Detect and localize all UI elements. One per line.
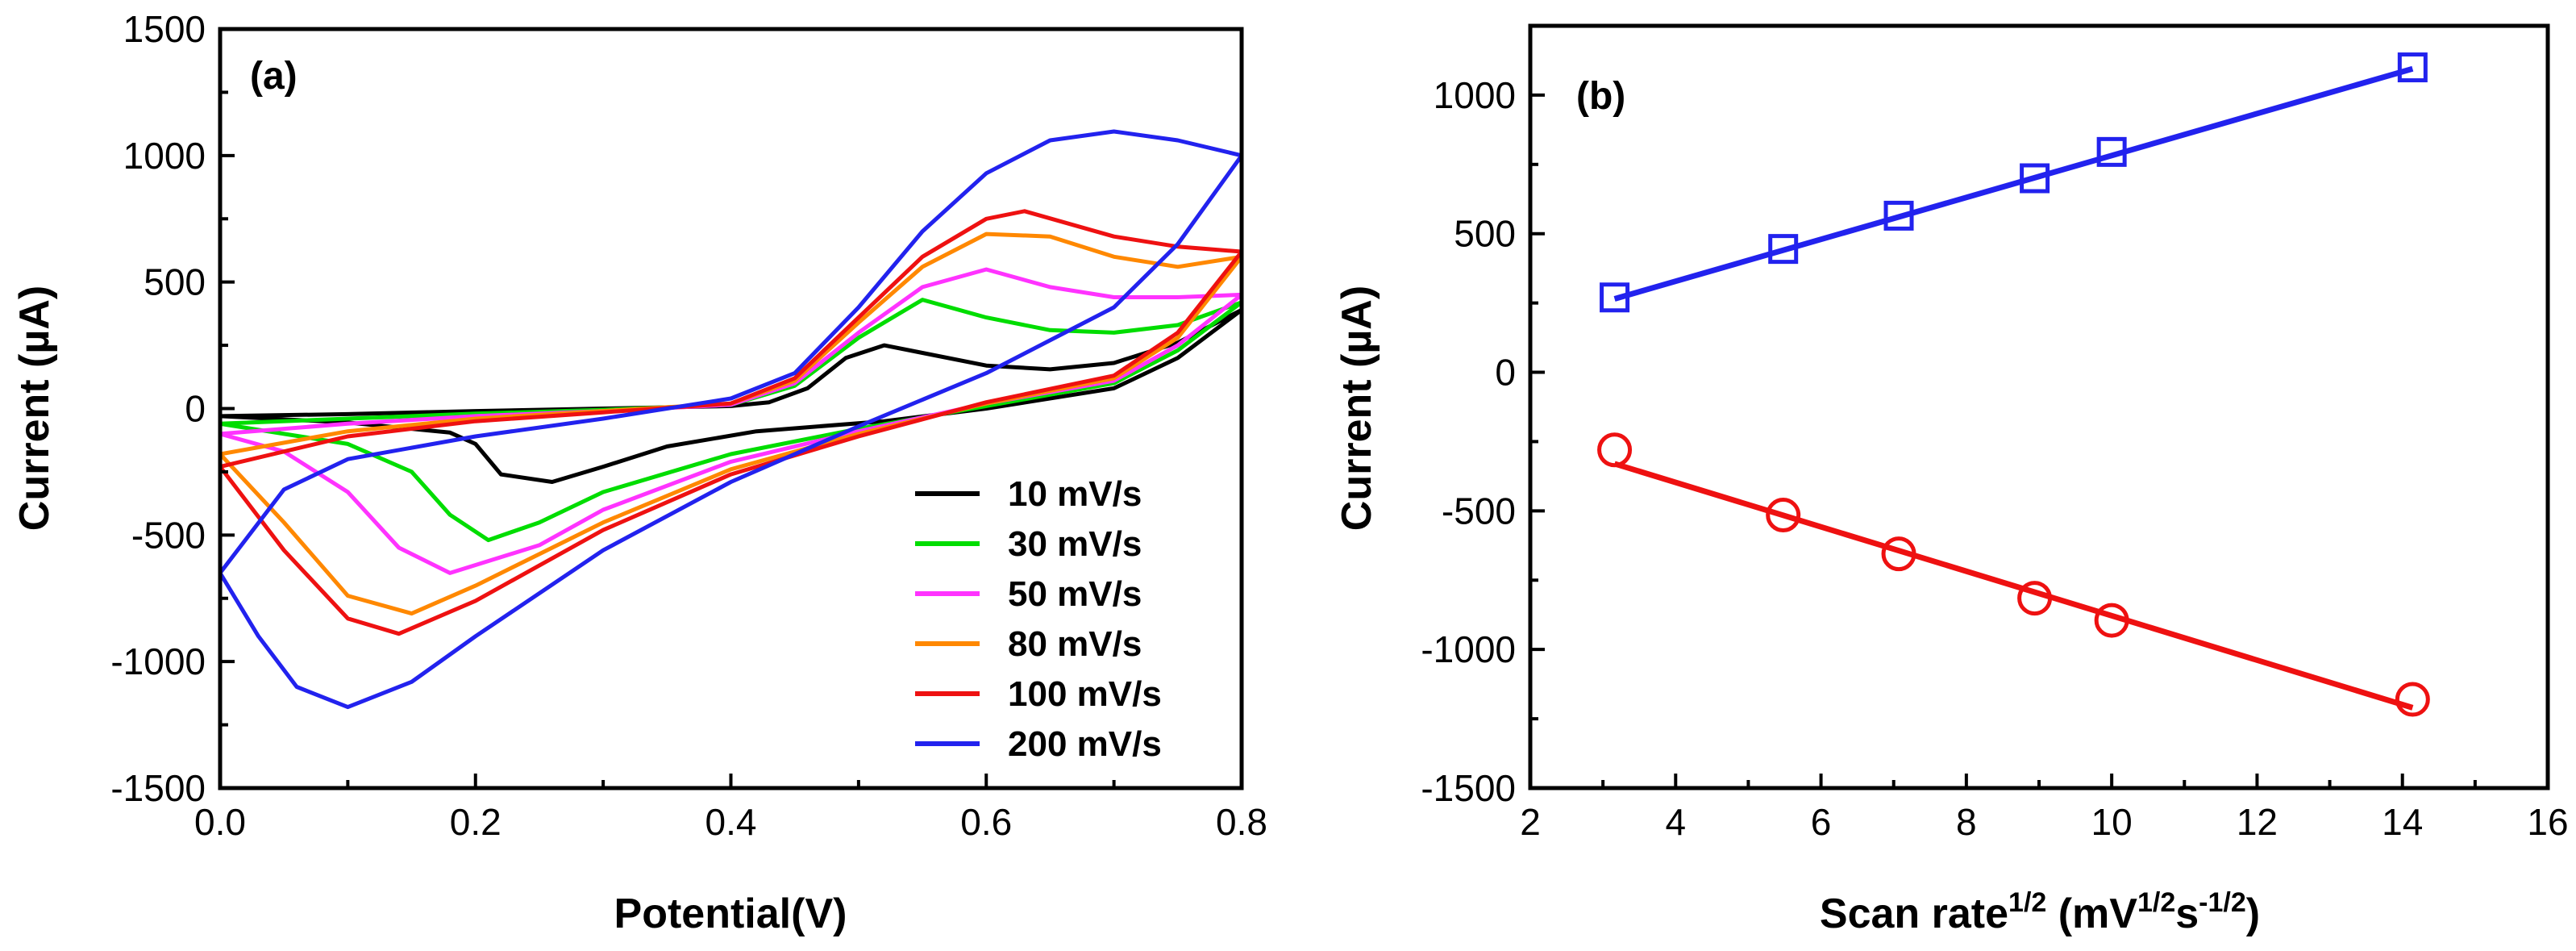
y-tick-label: 500 <box>144 261 206 303</box>
x-tick-label: 0.6 <box>960 801 1012 843</box>
panel-b-plot <box>1597 52 2430 717</box>
x-title-main: Scan rate <box>1820 891 2008 937</box>
x-tick-label: 6 <box>1811 801 1832 843</box>
x-tick-label: 2 <box>1520 801 1541 843</box>
legend-label: 100 mV/s <box>1008 674 1162 714</box>
y-tick-label: -1000 <box>1421 628 1516 670</box>
y-tick-label: -1000 <box>110 640 206 682</box>
x-tick-label: 0.4 <box>705 801 757 843</box>
x-tick-label: 10 <box>2091 801 2133 843</box>
cathodic-point <box>1881 536 1916 572</box>
panel-b-frame <box>1528 23 2550 790</box>
cathodic-fit-line <box>1613 461 2414 711</box>
panel-b-label: (b) <box>1576 75 1625 118</box>
y-tick-label: 1000 <box>123 135 206 177</box>
y-tick-label: -500 <box>131 514 206 556</box>
anodic-point <box>2096 136 2127 167</box>
x-title-sup2: 1/2 <box>2137 887 2175 918</box>
cv-curve-200-mv-s <box>220 129 1242 710</box>
legend-label: 30 mV/s <box>1008 524 1142 564</box>
y-tick-label: 1500 <box>123 8 206 50</box>
x-tick-label: 16 <box>2527 801 2568 843</box>
legend-label: 10 mV/s <box>1008 474 1142 514</box>
y-tick-label: 500 <box>1454 213 1516 255</box>
x-title-mid: (mV <box>2046 891 2137 937</box>
x-title-end: ) <box>2246 891 2260 937</box>
panel-b: 2 4 6 8 10 12 14 16 -1500 -1000 -500 0 500 1000 (b) C… <box>1334 23 2569 937</box>
x-tick-label: 0.0 <box>194 801 246 843</box>
x-tick-label: 4 <box>1665 801 1686 843</box>
y-tick-label: -500 <box>1442 490 1516 532</box>
x-tick-label: 0.8 <box>1216 801 1267 843</box>
panel-a-x-axis-title: Potential(V) <box>614 891 847 937</box>
cathodic-point <box>1597 432 1633 468</box>
cathodic-point <box>2094 603 2129 638</box>
cv-curve-100-mv-s <box>220 209 1242 636</box>
legend-label: 80 mV/s <box>1008 624 1142 664</box>
y-tick-label: 0 <box>185 388 206 430</box>
anodic-point <box>2397 52 2428 83</box>
x-title-sup3: -1/2 <box>2199 887 2246 918</box>
legend-label: 50 mV/s <box>1008 574 1142 614</box>
y-tick-label: 0 <box>1495 352 1516 394</box>
anodic-point <box>1883 200 1914 231</box>
anodic-point <box>1768 234 1799 265</box>
panel-a-ticks: 0.0 0.2 0.4 0.6 0.8 -1500 -1000 -500 0 500 1000 150… <box>110 8 1267 843</box>
x-title-mid2: s <box>2175 891 2199 937</box>
y-tick-label: -1500 <box>1421 767 1516 809</box>
x-title-sup1: 1/2 <box>2008 887 2046 918</box>
cathodic-point <box>2017 581 2053 616</box>
panel-a-legend: 10 mV/s 30 mV/s 50 mV/s 80 mV/s 100 mV/s 200 … <box>915 474 1162 764</box>
x-tick-label: 0.2 <box>450 801 501 843</box>
cathodic-point <box>1766 498 1801 533</box>
anodic-point <box>2020 163 2050 194</box>
cathodic-point <box>2395 682 2430 717</box>
panel-b-x-axis-title: Scan rate1/2 (mV1/2s-1/2) <box>1820 887 2260 937</box>
x-tick-label: 14 <box>2382 801 2423 843</box>
x-tick-label: 12 <box>2237 801 2278 843</box>
panel-b-ticks: 2 4 6 8 10 12 14 16 -1500 -1000 -500 0 500 1000 <box>1421 74 2568 843</box>
legend-label: 200 mV/s <box>1008 724 1162 764</box>
anodic-point <box>1600 282 1630 313</box>
panel-a-label: (a) <box>250 55 298 98</box>
y-tick-label: -1500 <box>110 767 206 809</box>
y-tick-label: 1000 <box>1434 74 1516 116</box>
x-tick-label: 8 <box>1956 801 1977 843</box>
panel-a-y-axis-title: Current (µA) <box>11 286 58 531</box>
panel-b-y-axis-title: Current (µA) <box>1334 286 1380 531</box>
panel-a-curves <box>220 129 1242 710</box>
anodic-fit-line <box>1613 65 2414 302</box>
panel-a: 0.0 0.2 0.4 0.6 0.8 -1500 -1000 -500 0 500 1000 150… <box>11 8 1267 937</box>
